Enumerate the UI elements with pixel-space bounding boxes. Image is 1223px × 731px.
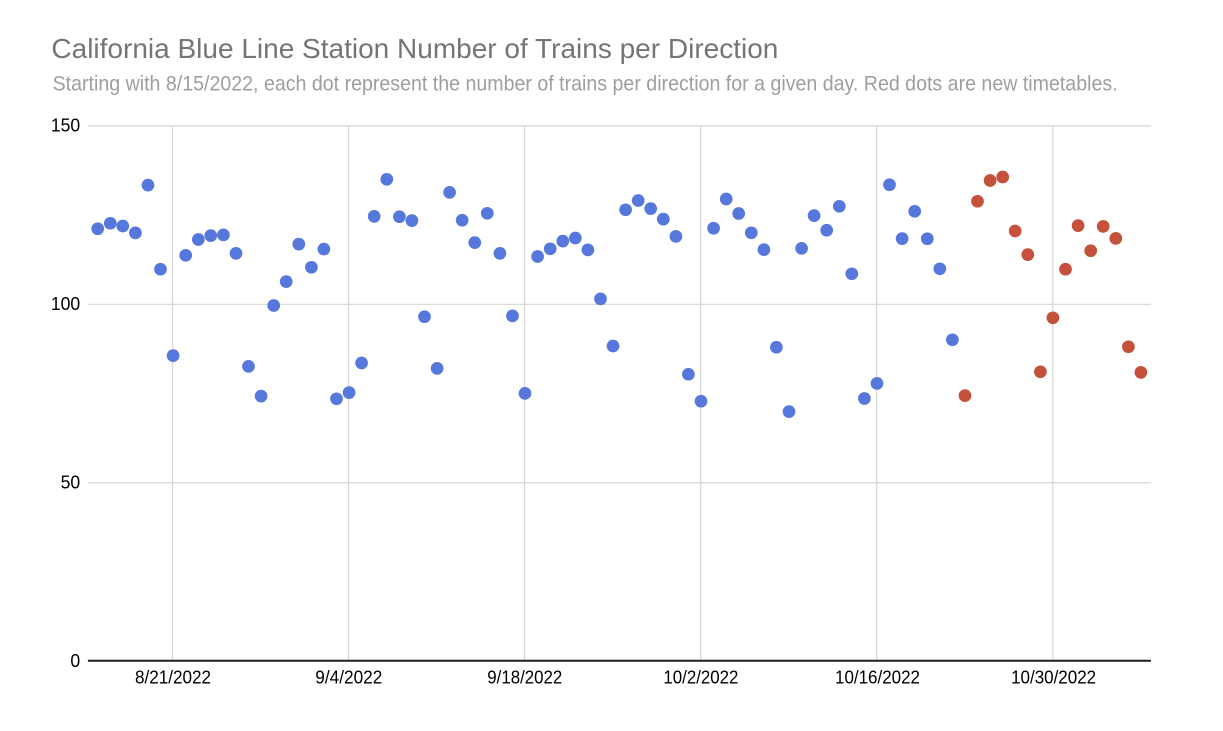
svg-text:150: 150	[51, 115, 80, 136]
svg-text:8/21/2022: 8/21/2022	[135, 666, 211, 687]
svg-text:100: 100	[51, 293, 80, 314]
svg-text:50: 50	[61, 472, 81, 493]
svg-text:0: 0	[70, 650, 80, 671]
svg-text:9/4/2022: 9/4/2022	[315, 666, 382, 687]
svg-text:10/30/2022: 10/30/2022	[1011, 666, 1096, 687]
svg-text:9/18/2022: 9/18/2022	[487, 666, 562, 687]
svg-text:10/16/2022: 10/16/2022	[835, 666, 920, 687]
svg-text:10/2/2022: 10/2/2022	[663, 666, 738, 687]
svg-text:California Blue Line Station N: California Blue Line Station Number of T…	[51, 32, 778, 64]
svg-text:Starting with 8/15/2022, each: Starting with 8/15/2022, each dot repres…	[53, 73, 1118, 96]
